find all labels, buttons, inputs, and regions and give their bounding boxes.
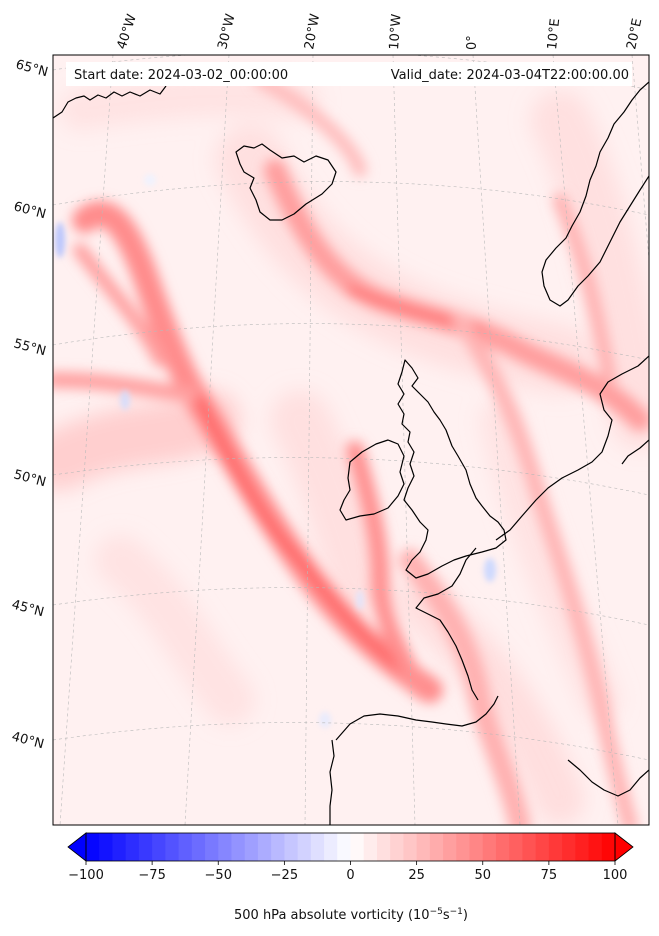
vorticity-field-bands	[53, 73, 649, 825]
colorbar-cell	[403, 833, 418, 861]
colorbar-cells	[86, 833, 616, 861]
colorbar-cell	[99, 833, 114, 861]
colorbar-tick-label: −50	[205, 868, 232, 883]
longitude-labels: 40°W 30°W 20°W 10°W 0° 10°E 20°E	[115, 12, 646, 51]
lat-label-60n: 60°N	[12, 199, 48, 222]
colorbar-tick-label: 75	[541, 868, 558, 883]
colorbar-cell	[522, 833, 537, 861]
colorbar-extend-max	[614, 832, 634, 862]
map-panel: Start date: 2024-03-02_00:00:00 Valid_da…	[53, 55, 649, 825]
colorbar-cell	[297, 833, 312, 861]
colorbar-cell	[191, 833, 206, 861]
colorbar-tick-label: −100	[68, 868, 104, 883]
colorbar-cell	[271, 833, 285, 861]
coast-iberia	[335, 695, 499, 741]
colorbar-cell	[244, 833, 259, 861]
colorbar-tick-label: 0	[346, 868, 354, 883]
colorbar-cell	[548, 833, 563, 861]
colorbar-tick-label: −25	[271, 868, 298, 883]
coast-iceland	[235, 143, 337, 221]
colorbar-cell	[231, 833, 246, 861]
lat-label-45n: 45°N	[10, 597, 46, 620]
colorbar-cell	[324, 833, 338, 861]
colorbar-cell	[390, 833, 404, 861]
lat-label-50n: 50°N	[12, 467, 48, 490]
colorbar-tick-label: 25	[408, 868, 425, 883]
coast-ireland	[339, 439, 405, 521]
colorbar-cell	[337, 833, 352, 861]
graticule	[53, 55, 649, 825]
coast-norway	[541, 81, 649, 307]
colorbar-cell	[257, 833, 272, 861]
lon-label-40w: 40°W	[115, 12, 140, 51]
coastlines	[53, 81, 649, 825]
colorbar-cell	[112, 833, 127, 861]
colorbar-cell	[218, 833, 233, 861]
coast-france-west	[415, 547, 479, 701]
colorbar-cell	[86, 833, 100, 861]
colorbar-ticks: −100 −75 −50 −25 0 25 50 75 100	[68, 861, 627, 883]
colorbar-cell	[376, 833, 391, 861]
valid-date-label: Valid_date: 2024-03-04T22:00:00.00	[391, 68, 629, 83]
colorbar-cell	[495, 833, 510, 861]
colorbar-label: 500 hPa absolute vorticity (10−5s−1)	[234, 907, 468, 923]
colorbar-cell	[575, 833, 590, 861]
colorbar: −100 −75 −50 −25 0 25 50 75 100 500 hPa absolute…	[67, 832, 634, 923]
colorbar-cell	[482, 833, 497, 861]
colorbar-cell	[416, 833, 431, 861]
colorbar-cell	[429, 833, 444, 861]
lon-label-20e: 20°E	[624, 17, 645, 51]
coast-greenland	[53, 85, 167, 119]
header-box	[66, 62, 632, 86]
colorbar-cell	[205, 833, 219, 861]
colorbar-cell	[562, 833, 576, 861]
lon-label-30w: 30°W	[215, 12, 238, 51]
vorticity-negative-patches	[55, 174, 496, 728]
coast-denmark-continent	[495, 355, 649, 541]
colorbar-cell	[588, 833, 603, 861]
colorbar-cell	[443, 833, 457, 861]
colorbar-extend-min	[67, 832, 87, 862]
colorbar-cell	[310, 833, 325, 861]
coast-scotland-england	[397, 359, 507, 579]
lon-label-10w: 10°W	[387, 13, 404, 50]
colorbar-cell	[138, 833, 153, 861]
colorbar-cell	[469, 833, 484, 861]
lat-label-55n: 55°N	[12, 336, 48, 359]
colorbar-cell	[125, 833, 140, 861]
colorbar-cell	[178, 833, 193, 861]
colorbar-cell	[284, 833, 299, 861]
lon-label-10e: 10°E	[545, 18, 563, 51]
lon-label-20w: 20°W	[302, 13, 323, 51]
colorbar-cell	[601, 833, 616, 861]
colorbar-cell	[363, 833, 378, 861]
coast-iberia-south	[329, 739, 335, 825]
colorbar-cell	[535, 833, 550, 861]
colorbar-cell	[165, 833, 180, 861]
colorbar-cell	[350, 833, 365, 861]
colorbar-tick-label: 100	[603, 868, 628, 883]
colorbar-cell	[456, 833, 471, 861]
lat-label-40n: 40°N	[10, 729, 46, 752]
lat-label-65n: 65°N	[14, 57, 50, 80]
colorbar-cell	[509, 833, 524, 861]
colorbar-cell	[152, 833, 166, 861]
latitude-labels: 65°N 60°N 55°N 50°N 45°N 40°N	[10, 57, 50, 752]
start-date-label: Start date: 2024-03-02_00:00:00	[74, 68, 288, 83]
map-frame	[52, 54, 650, 826]
colorbar-tick-label: −75	[138, 868, 165, 883]
coast-sweden	[621, 439, 649, 465]
colorbar-tick-label: 50	[474, 868, 491, 883]
coast-mediterranean	[567, 759, 649, 797]
lon-label-0: 0°	[465, 35, 480, 50]
